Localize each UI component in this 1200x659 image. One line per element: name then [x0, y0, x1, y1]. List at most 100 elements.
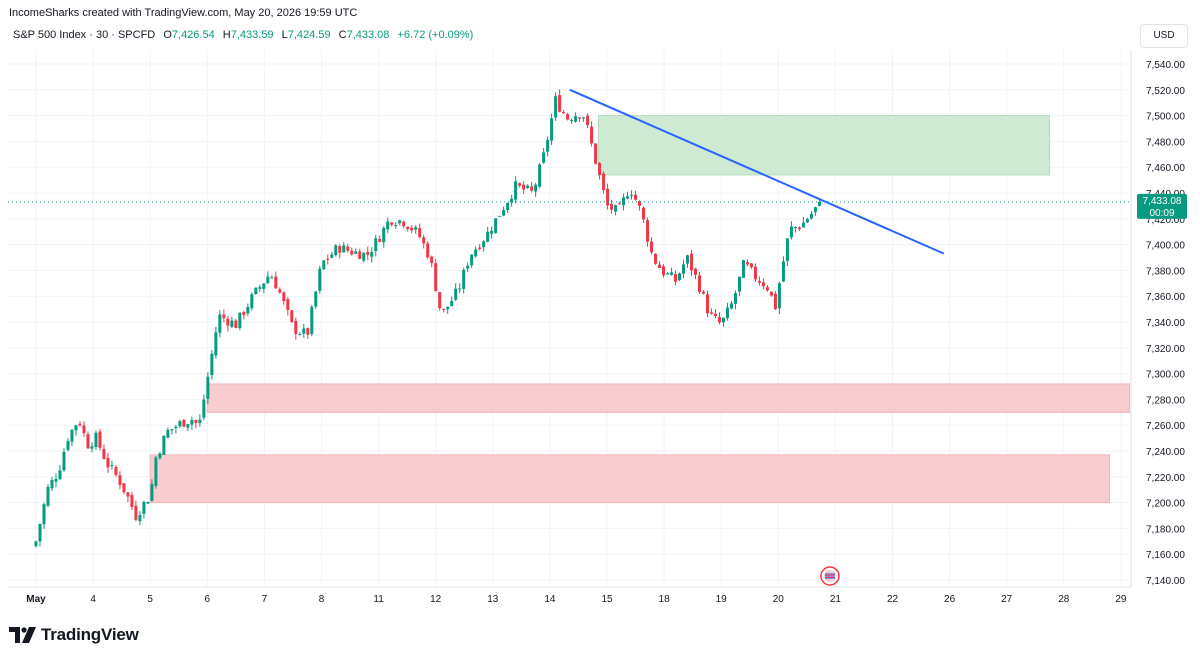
candle-body	[150, 484, 154, 501]
candle	[42, 502, 46, 529]
candle	[166, 427, 170, 439]
symbol-label[interactable]: S&P 500 Index · 30 · SPCFD	[13, 29, 156, 41]
candle-body	[154, 457, 158, 486]
candle-body	[182, 419, 186, 427]
candle	[594, 143, 598, 165]
candle-body	[310, 306, 314, 335]
candle-body	[426, 243, 430, 258]
candle-body	[274, 276, 278, 289]
candle-body	[574, 116, 578, 122]
candle-body	[749, 263, 753, 268]
candle-body	[42, 504, 46, 525]
candle-body	[138, 515, 142, 522]
candle-body	[46, 486, 50, 506]
candle-body	[266, 276, 270, 284]
candle	[322, 259, 326, 270]
candle	[598, 161, 602, 180]
time-tick-label: 12	[430, 594, 442, 605]
currency-button[interactable]: USD	[1140, 24, 1188, 48]
time-tick-label: 27	[1001, 594, 1013, 605]
candle-body	[86, 434, 90, 449]
candle	[318, 265, 322, 294]
candle	[514, 176, 518, 204]
candle-body	[618, 203, 622, 205]
price-tick-label: 7,220.00	[1146, 473, 1185, 484]
candle-body	[626, 196, 630, 199]
candle-body	[250, 294, 254, 309]
time-tick-label: 13	[487, 594, 499, 605]
candle-body	[322, 260, 326, 270]
chart-credit: IncomeSharks created with TradingView.co…	[9, 7, 358, 19]
price-tick-label: 7,160.00	[1146, 550, 1185, 561]
candle	[358, 248, 362, 260]
candle-body	[126, 492, 130, 497]
demand-zone	[206, 383, 1130, 413]
candle	[158, 452, 162, 460]
candle	[530, 181, 534, 193]
time-tick-label: 21	[830, 594, 842, 605]
candle	[86, 431, 90, 449]
candle	[622, 193, 626, 211]
candle-body	[638, 201, 642, 206]
candle	[266, 271, 270, 284]
candle	[238, 312, 242, 331]
candle-body	[745, 262, 749, 265]
candle	[470, 254, 474, 268]
candle-body	[358, 251, 362, 260]
candle	[446, 306, 450, 314]
candle	[414, 225, 418, 234]
candle	[402, 220, 406, 229]
candle	[753, 263, 757, 283]
price-tick-label: 7,140.00	[1146, 576, 1185, 587]
candle-body	[418, 228, 422, 238]
candle	[590, 121, 594, 147]
candle-body	[210, 353, 214, 375]
candle	[486, 226, 490, 243]
candle-body	[326, 258, 330, 260]
candle	[398, 219, 402, 226]
candle	[182, 419, 186, 428]
candle-body	[805, 219, 809, 223]
candle	[290, 309, 294, 324]
candle	[382, 226, 386, 248]
candle-body	[534, 184, 538, 192]
time-tick-label: 5	[147, 594, 153, 605]
candle	[354, 248, 358, 255]
candle	[741, 259, 745, 279]
candle-body	[701, 291, 705, 294]
candle-body	[769, 291, 773, 296]
trendline	[569, 88, 945, 255]
zone-layer	[149, 115, 1130, 504]
candle-body	[318, 268, 322, 291]
candle-body	[678, 273, 682, 281]
candle-body	[546, 139, 550, 152]
price-tick-label: 7,400.00	[1146, 241, 1185, 252]
candle	[670, 267, 674, 276]
candle	[390, 221, 394, 227]
tradingview-logo[interactable]: TradingView	[9, 624, 139, 646]
candle	[134, 500, 138, 522]
candle	[222, 309, 226, 323]
candle	[805, 217, 809, 224]
candle	[478, 243, 482, 251]
candle	[749, 262, 753, 269]
candle	[797, 226, 801, 231]
candle	[270, 275, 274, 279]
candle	[650, 237, 654, 255]
candle-body	[698, 275, 702, 293]
time-tick-label: 7	[262, 594, 268, 605]
candle-body	[186, 424, 190, 428]
candle	[250, 292, 254, 311]
candle-body	[398, 220, 402, 224]
candle-body	[62, 451, 66, 471]
candle-body	[198, 419, 202, 423]
candle-body	[34, 541, 38, 547]
candle	[406, 226, 410, 232]
candle	[570, 118, 574, 124]
candle	[262, 283, 266, 294]
candle	[562, 109, 566, 114]
candle-body	[566, 114, 570, 120]
candle	[690, 249, 694, 277]
candle	[50, 476, 54, 492]
